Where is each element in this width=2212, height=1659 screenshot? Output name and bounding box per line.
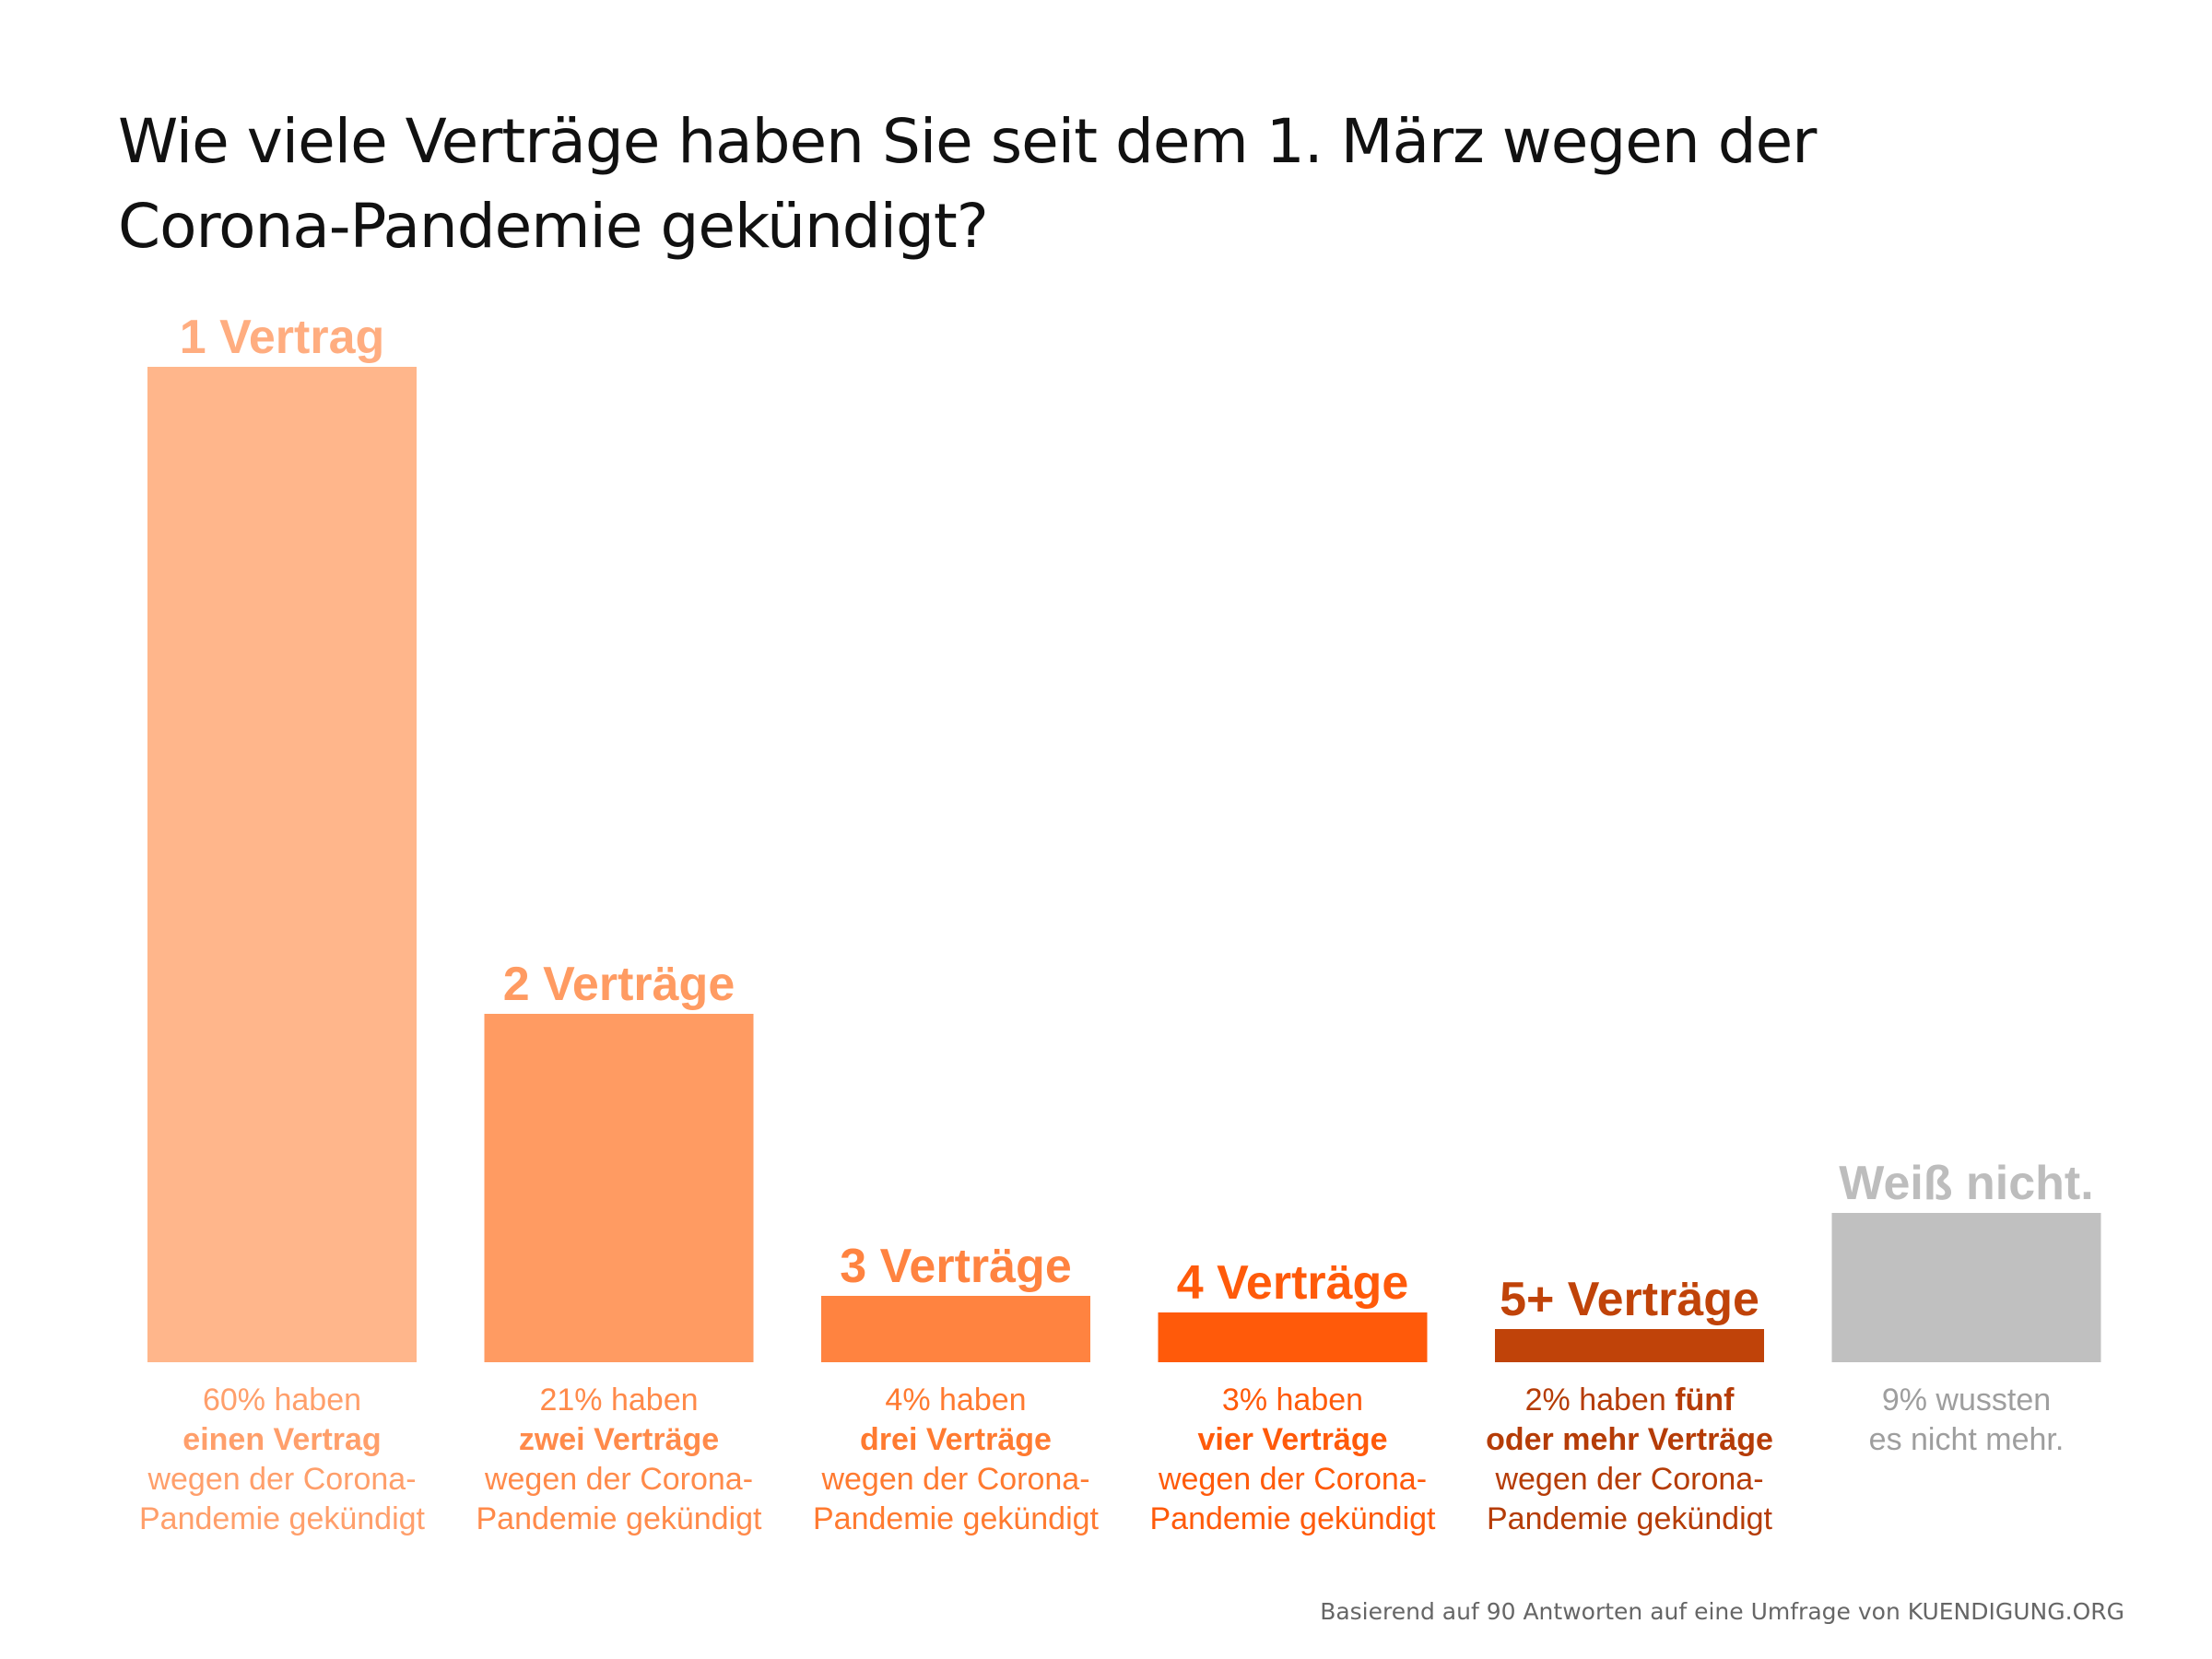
source-note: Basierend auf 90 Antworten auf eine Umfr… — [1320, 1598, 2124, 1625]
bar-description-3: 4% haben drei Verträge wegen der Corona- Pa… — [790, 1381, 1122, 1539]
bar-description-6: 9% wussten es nicht mehr. — [1801, 1381, 2133, 1460]
description-line: Pandemie gekündigt — [1149, 1501, 1436, 1536]
bar-description-2: 21% haben zwei Verträge wegen der Corona- P… — [453, 1381, 785, 1539]
chart-title-line-2: Corona-Pandemie gekündigt? — [118, 191, 989, 262]
bar-label-4: 4 Verträge — [1177, 1256, 1409, 1310]
description-line: 3% haben — [1221, 1382, 1364, 1418]
description-text: fünf — [1675, 1382, 1735, 1418]
description-line: Pandemie gekündigt — [138, 1501, 425, 1536]
bar-description-5: 2% haben fünf oder mehr Verträge wegen der… — [1464, 1381, 1795, 1539]
description-text: 2% haben — [1524, 1382, 1676, 1418]
description-line: 21% haben — [539, 1382, 699, 1418]
description-line: es nicht mehr. — [1868, 1422, 2065, 1457]
description-line: wegen der Corona- — [1158, 1462, 1428, 1497]
description-line: 9% wussten — [1881, 1382, 2052, 1418]
description-line: wegen der Corona- — [484, 1462, 754, 1497]
description-line: wegen der Corona- — [147, 1462, 417, 1497]
bar-6 — [1831, 1213, 2101, 1362]
description-line: oder mehr Verträge — [1486, 1422, 1773, 1457]
chart-title-line-1: Wie viele Verträge haben Sie seit dem 1.… — [118, 106, 1817, 177]
bar-label-1: 1 Vertrag — [180, 311, 385, 364]
bar-5 — [1495, 1329, 1764, 1362]
description-line: drei Verträge — [860, 1422, 1052, 1457]
description-line: zwei Verträge — [518, 1422, 720, 1457]
bar-label-6: Weiß nicht. — [1839, 1157, 2093, 1210]
bar-label-5: 5+ Verträge — [1500, 1273, 1759, 1326]
bar-label-3: 3 Verträge — [840, 1240, 1072, 1293]
bar-label-2: 2 Verträge — [503, 958, 735, 1011]
description-line: 4% haben — [885, 1382, 1027, 1418]
bar-description-1: 60% haben einen Vertrag wegen der Corona- P… — [116, 1381, 448, 1539]
bar-2 — [484, 1014, 754, 1362]
description-line: wegen der Corona- — [1495, 1462, 1764, 1497]
bar-3 — [821, 1296, 1090, 1362]
description-line: Pandemie gekündigt — [1486, 1501, 1772, 1536]
description-line: wegen der Corona- — [821, 1462, 1090, 1497]
bar-description-4: 3% haben vier Verträge wegen der Corona- Pa… — [1127, 1381, 1459, 1539]
description-line: vier Verträge — [1197, 1422, 1388, 1457]
bar-4 — [1158, 1312, 1428, 1362]
description-line: einen Vertrag — [182, 1422, 382, 1457]
bar-1 — [147, 367, 417, 1362]
description-line: 60% haben — [202, 1382, 362, 1418]
chart-title: Wie viele Verträge haben Sie seit dem 1.… — [118, 100, 1961, 269]
description-line: 2% haben fünf — [1464, 1381, 1795, 1420]
description-line: Pandemie gekündigt — [476, 1501, 762, 1536]
description-line: Pandemie gekündigt — [812, 1501, 1099, 1536]
